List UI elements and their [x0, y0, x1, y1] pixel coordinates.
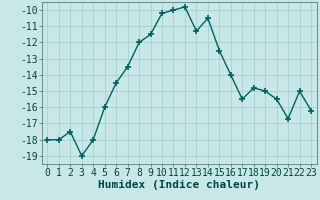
X-axis label: Humidex (Indice chaleur): Humidex (Indice chaleur): [98, 180, 260, 190]
